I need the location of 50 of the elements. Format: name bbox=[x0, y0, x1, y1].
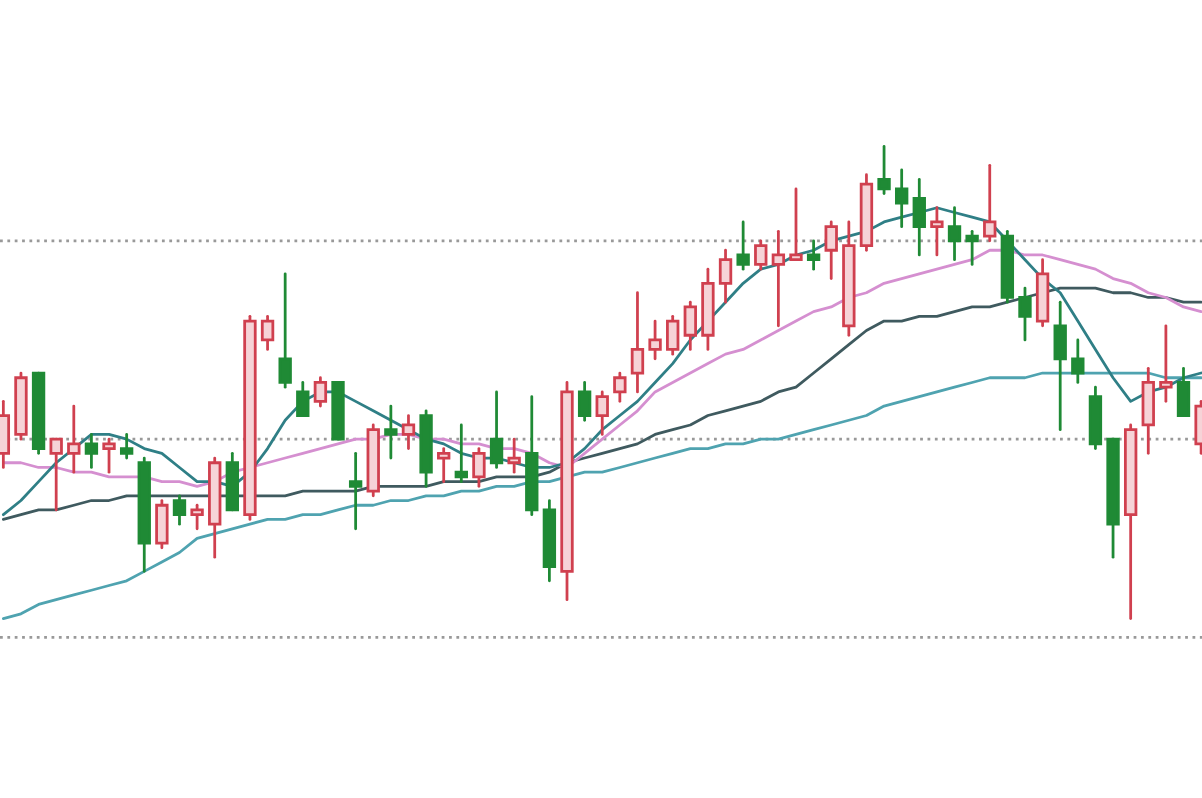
candlestick bbox=[84, 433, 99, 469]
candlestick bbox=[172, 494, 187, 526]
candlestick bbox=[947, 206, 962, 262]
candlestick bbox=[384, 404, 398, 460]
candlestick bbox=[296, 381, 310, 417]
candlestick bbox=[718, 248, 733, 304]
candlestick bbox=[983, 163, 997, 243]
candlestick bbox=[507, 437, 521, 474]
candlestick bbox=[577, 381, 592, 422]
candlestick bbox=[190, 503, 204, 531]
candlestick bbox=[912, 178, 926, 257]
candlestick bbox=[489, 390, 504, 469]
candlestick bbox=[877, 144, 891, 195]
candlestick bbox=[102, 437, 116, 474]
candlestick bbox=[401, 414, 416, 450]
candlestick bbox=[806, 239, 821, 271]
candlestick bbox=[1141, 366, 1155, 455]
candlestick bbox=[789, 187, 803, 262]
candlestick bbox=[630, 291, 645, 394]
candlestick bbox=[1071, 338, 1085, 384]
candlestick bbox=[754, 239, 768, 271]
candlestick bbox=[648, 319, 662, 361]
candlestick bbox=[1053, 300, 1067, 432]
candlestick bbox=[1176, 366, 1191, 417]
candlestick bbox=[595, 390, 609, 436]
candlestick bbox=[824, 220, 838, 280]
candlestick bbox=[1018, 286, 1032, 342]
candlestick bbox=[1035, 258, 1050, 328]
candlestick bbox=[472, 447, 486, 488]
candlestick bbox=[1088, 385, 1103, 450]
candlestick bbox=[437, 447, 451, 484]
candlestick bbox=[930, 206, 944, 257]
candlestick bbox=[119, 433, 134, 460]
candlestick bbox=[965, 229, 979, 266]
candlestick bbox=[895, 168, 909, 229]
candlestick bbox=[454, 423, 468, 484]
candlestick bbox=[313, 376, 328, 408]
candlestick bbox=[49, 437, 63, 512]
candlestick bbox=[736, 220, 750, 271]
candlestick bbox=[260, 314, 275, 351]
candlestick bbox=[683, 300, 697, 351]
candlestick bbox=[1159, 324, 1173, 403]
candlestick bbox=[613, 371, 627, 403]
candlestick bbox=[666, 314, 680, 356]
candlestick bbox=[67, 404, 81, 474]
candlestick bbox=[225, 451, 240, 512]
candlestick bbox=[278, 272, 292, 389]
candlestick bbox=[348, 451, 363, 531]
candlestick bbox=[155, 499, 169, 550]
candlestick bbox=[771, 229, 786, 328]
